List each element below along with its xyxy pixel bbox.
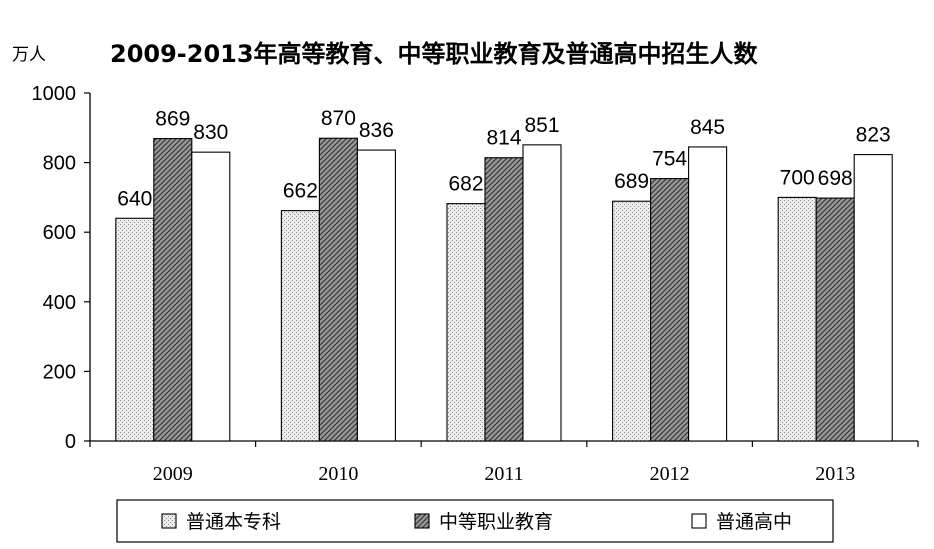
- bar: [815, 197, 855, 442]
- y-tick-label: 0: [65, 431, 76, 453]
- data-label: 698: [818, 167, 853, 190]
- chart-title: 2009-2013年高等教育、中等职业教育及普通高中招生人数: [110, 40, 759, 68]
- legend-swatch: [161, 513, 177, 529]
- y-tick-label: 800: [43, 153, 76, 175]
- bar: [191, 151, 231, 442]
- bar: [853, 154, 893, 442]
- bar: [650, 178, 690, 442]
- data-label: 830: [193, 121, 228, 144]
- x-tick-label: 2013: [815, 463, 855, 485]
- bar: [318, 137, 358, 442]
- bar: [115, 217, 155, 442]
- bar: [688, 146, 728, 442]
- bar: [356, 149, 396, 442]
- data-label: 845: [690, 116, 725, 139]
- x-tick-label: 2010: [318, 463, 358, 485]
- y-tick-label: 400: [43, 292, 76, 314]
- data-label: 700: [780, 166, 815, 189]
- legend-swatch: [691, 513, 707, 529]
- data-label: 823: [856, 124, 891, 147]
- bar: [484, 157, 524, 442]
- x-tick-label: 2012: [650, 463, 690, 485]
- data-label: 869: [155, 108, 190, 131]
- y-axis-unit-label: 万人: [12, 45, 46, 65]
- axes: 0 200 400 600 800 1000 2009 2010 2011 2012 2013: [32, 83, 919, 485]
- y-tick-label: 600: [43, 222, 76, 244]
- bars: [115, 137, 893, 442]
- bar: [153, 138, 193, 442]
- data-label: 640: [117, 187, 152, 210]
- y-tick-label: 200: [43, 361, 76, 383]
- legend-box: [116, 499, 834, 543]
- bar: [612, 200, 652, 442]
- bar: [522, 144, 562, 442]
- x-tick-label: 2011: [484, 463, 523, 485]
- y-tick-label: 1000: [32, 83, 77, 105]
- legend-label: 普通高中: [716, 511, 792, 533]
- data-label: 836: [359, 119, 394, 142]
- data-label: 814: [486, 127, 521, 150]
- legend: 普通本专科 中等职业教育 普通高中: [116, 499, 834, 543]
- data-label: 662: [283, 180, 318, 203]
- bar: [446, 203, 486, 442]
- data-label: 870: [321, 107, 356, 130]
- data-label: 682: [448, 173, 483, 196]
- data-label: 689: [614, 170, 649, 193]
- legend-swatch: [414, 513, 430, 529]
- bar: [280, 210, 320, 442]
- data-label: 754: [652, 148, 687, 171]
- bar: [777, 196, 817, 442]
- legend-label: 普通本专科: [186, 511, 281, 533]
- x-tick-label: 2009: [153, 463, 193, 485]
- legend-label: 中等职业教育: [439, 511, 553, 533]
- data-label: 851: [524, 114, 559, 137]
